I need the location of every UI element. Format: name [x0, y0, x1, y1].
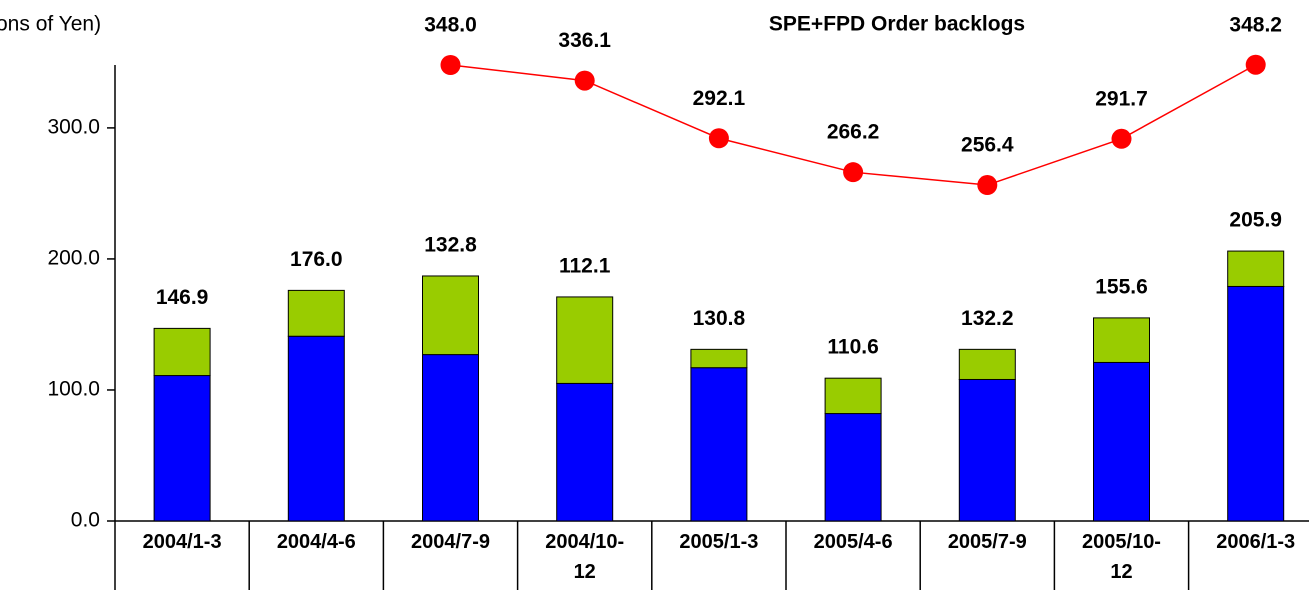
y-tick-label: 100.0	[47, 378, 100, 401]
series-name: SPE+FPD Order backlogs	[769, 13, 1025, 36]
bar-segment	[153, 375, 211, 522]
bar-label: 146.9	[156, 286, 209, 309]
bar-label: 132.2	[961, 307, 1014, 330]
bar-segment	[287, 289, 345, 337]
y-tick-label: 200.0	[47, 246, 100, 269]
bar-label: 155.6	[1095, 275, 1148, 298]
bar-segment	[824, 377, 882, 415]
line-label: 348.2	[1229, 13, 1282, 36]
bar-segment	[556, 296, 614, 384]
x-tick-label: 2005/4-6	[813, 531, 893, 553]
bar-segment	[690, 348, 748, 369]
bar-segment	[690, 367, 748, 522]
line-marker	[1245, 54, 1266, 75]
bar-segment	[1227, 285, 1285, 522]
x-tick-label: 2006/1-3	[1216, 531, 1296, 553]
line-marker	[708, 128, 729, 149]
y-tick-label: 300.0	[47, 115, 100, 138]
line-marker	[1111, 128, 1132, 149]
line-label: 336.1	[558, 29, 611, 52]
line-marker	[440, 55, 461, 75]
unit-label: ons of Yen)	[0, 13, 101, 36]
bar-label: 112.1	[559, 254, 611, 277]
line-label: 291.7	[1095, 87, 1148, 110]
x-tick-label: 2004/1-3	[142, 531, 222, 553]
line-label: 348.0	[424, 14, 477, 37]
line-label: 292.1	[693, 87, 746, 110]
bar-segment	[422, 275, 479, 356]
bar-segment	[1093, 317, 1150, 363]
line-marker	[843, 162, 864, 183]
bar-segment	[1227, 250, 1285, 287]
x-tick-label: 2004/10-12	[545, 531, 625, 583]
bar-label: 205.9	[1229, 209, 1282, 232]
x-tick-label: 2005/7-9	[947, 531, 1027, 553]
bar-label: 176.0	[290, 248, 343, 271]
bar-segment	[958, 378, 1016, 522]
x-tick-label: 2004/7-9	[411, 531, 490, 553]
x-tick-label: 2005/10-12	[1082, 531, 1161, 583]
bar-segment	[153, 327, 211, 377]
bar-segment	[287, 335, 345, 522]
bar-label: 132.8	[424, 234, 477, 257]
bar-segment	[824, 413, 882, 522]
y-tick-label: 0.0	[71, 509, 100, 532]
x-tick-label: 2004/4-6	[276, 531, 356, 553]
x-tick-label: 2005/1-3	[679, 531, 759, 553]
bar-label: 130.8	[693, 307, 746, 330]
bar-label: 110.6	[827, 336, 878, 359]
line-marker	[574, 70, 595, 91]
bar-segment	[556, 382, 614, 522]
bar-segment	[422, 354, 479, 522]
line-marker	[977, 175, 998, 196]
bar-segment	[958, 348, 1016, 380]
line-label: 266.2	[827, 121, 880, 144]
bar-segment	[1093, 361, 1150, 522]
line-label: 256.4	[961, 134, 1014, 157]
